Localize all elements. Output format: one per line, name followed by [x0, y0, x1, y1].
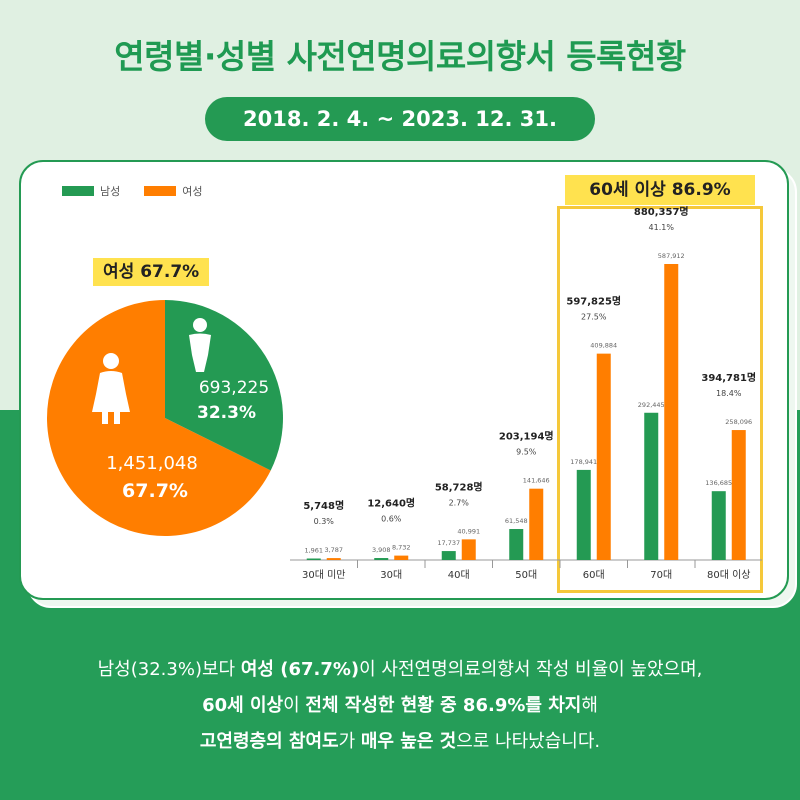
bar-group-share: 9.5%: [516, 448, 537, 457]
bar-group-share: 18.4%: [716, 389, 742, 398]
bar-male-value: 1,961: [304, 547, 323, 555]
x-tick-label: 40대: [448, 569, 470, 581]
legend-item-male: 남성: [62, 183, 120, 199]
bar-female-value: 141,646: [523, 477, 550, 485]
legend-item-female: 여성: [144, 183, 203, 199]
bar-group-total: 203,194명: [499, 430, 554, 443]
description-text-run: 가: [338, 731, 361, 752]
pie-female-count: 1,451,048: [106, 453, 198, 474]
pie-slice-female: [47, 300, 271, 537]
x-tick-label: 80대 이상: [707, 569, 751, 581]
bar-group-total: 880,357명: [634, 205, 689, 218]
bar-group-total: 12,640명: [367, 497, 415, 510]
bar-female-value: 3,787: [324, 546, 343, 554]
bar-female: [664, 264, 679, 560]
bar-female: [394, 555, 409, 560]
bar-female: [731, 430, 746, 560]
bar-female: [529, 488, 544, 560]
legend-swatch-female: [144, 186, 177, 196]
x-tick-label: 50대: [515, 569, 537, 581]
bar-group-share: 41.1%: [649, 223, 675, 232]
bar-female: [461, 539, 476, 560]
description-text-run: 남성(32.3%)보다: [97, 659, 241, 680]
x-tick-label: 30대: [380, 569, 402, 581]
male-person-icon: [189, 318, 211, 372]
bar-male-value: 292,445: [638, 401, 665, 409]
bar-female: [326, 558, 341, 560]
senior-highlight-box: [557, 206, 763, 593]
bar-group-share: 2.7%: [449, 498, 470, 507]
description-text-run: 전체 작성한 현황 중 86.9%를 차지: [305, 695, 582, 716]
bar-female-value: 587,912: [658, 252, 685, 260]
description-text-run: 으로 나타났습니다.: [456, 731, 601, 752]
pie-male-count: 693,225: [199, 378, 269, 398]
x-tick-label: 60대: [583, 569, 605, 581]
bar-group-share: 0.6%: [381, 515, 402, 524]
bar-male-value: 136,685: [705, 479, 732, 487]
description-text-run: 매우 높은 것: [360, 731, 457, 752]
description-text-run: 해: [581, 695, 598, 716]
bar-male: [509, 529, 524, 560]
bar-female: [596, 353, 611, 560]
page-title: 연령별·성별 사전연명의료의향서 등록현황: [114, 37, 686, 76]
bar-female-value: 8,732: [392, 544, 411, 552]
bar-male: [644, 412, 659, 560]
bar-group-total: 597,825명: [566, 295, 621, 308]
bar-male-value: 178,941: [570, 458, 597, 466]
bar-group-total: 5,748명: [303, 499, 344, 512]
bar-male: [711, 491, 726, 560]
bar-male-value: 17,737: [437, 539, 460, 547]
bar-group-share: 27.5%: [581, 313, 607, 322]
bar-male: [306, 558, 321, 560]
description-text-run: 이 사전연명의료의향서 작성 비율이 높았으며,: [359, 659, 703, 680]
female-person-icon: [92, 353, 130, 424]
bar-female-value: 258,096: [725, 418, 752, 426]
legend-label-male: 남성: [100, 185, 121, 198]
bar-group-total: 394,781명: [701, 371, 756, 384]
legend-label-female: 여성: [182, 185, 203, 198]
bar-male-value: 3,908: [372, 546, 391, 554]
bar-female-value: 409,884: [590, 342, 617, 350]
bar-male: [441, 551, 456, 560]
description-text-run: 60세 이상: [202, 695, 284, 716]
bar-male: [576, 469, 591, 560]
pie-female-percent: 67.7%: [122, 480, 188, 502]
description-line-2: 60세 이상이 전체 작성한 현황 중 86.9%를 차지해: [0, 688, 800, 724]
legend-swatch-male: [62, 186, 94, 196]
bar-male-value: 61,548: [505, 517, 528, 525]
description-text-run: 여성 (67.7%): [240, 659, 360, 680]
description-line-3: 고연령층의 참여도가 매우 높은 것으로 나타났습니다.: [0, 724, 800, 760]
bar-female-value: 40,991: [457, 527, 480, 535]
x-tick-label: 30대 미만: [302, 569, 346, 581]
bar-male: [374, 558, 389, 560]
description-text-run: 고연령층의 참여도: [199, 731, 339, 752]
description-line-1: 남성(32.3%)보다 여성 (67.7%)이 사전연명의료의향서 작성 비율이…: [0, 652, 800, 688]
period-badge: 2018. 2. 4. ~ 2023. 12. 31.: [205, 97, 595, 141]
x-tick-label: 70대: [650, 569, 672, 581]
senior-highlight-label: 60세 이상 86.9%: [565, 175, 755, 205]
description: 남성(32.3%)보다 여성 (67.7%)이 사전연명의료의향서 작성 비율이…: [0, 652, 800, 760]
description-text-run: 이: [283, 695, 306, 716]
pie-male-percent: 32.3%: [197, 403, 256, 423]
bar-group-share: 0.3%: [314, 517, 335, 526]
pie-highlight-label: 여성 67.7%: [93, 258, 210, 286]
chart-legend: 남성 여성: [62, 183, 203, 199]
bar-group-total: 58,728명: [435, 480, 483, 493]
